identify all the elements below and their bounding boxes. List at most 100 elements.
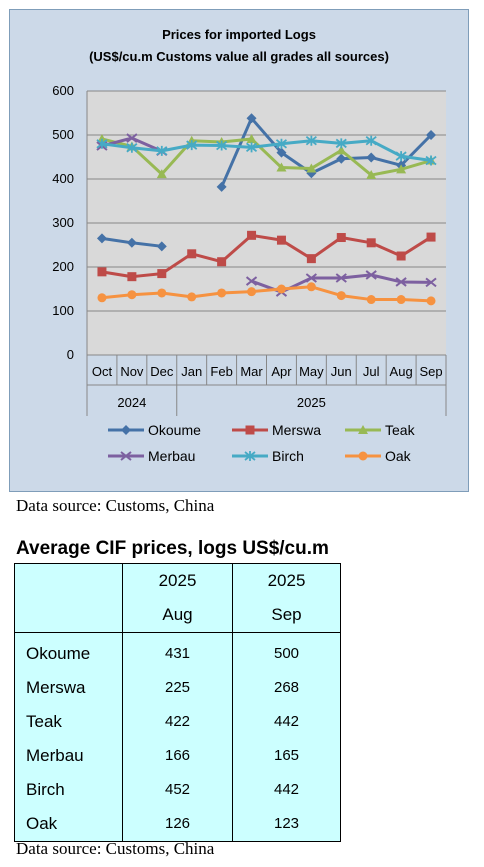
data-point-merswa [97,267,107,277]
legend-marker-birch [244,451,256,461]
data-source-note: Data source: Customs, China [16,496,215,515]
header-year: 2025 [158,571,197,590]
price-value: 442 [273,713,300,730]
species-name: Merbau [26,746,84,765]
x-tick-label: Oct [92,364,113,379]
header-cell-sep: 2025 Sep [232,563,341,633]
legend-marker-okoume [121,425,131,435]
data-point-merswa [366,238,376,248]
header-cell-aug: 2025 Aug [122,563,233,633]
legend-label-merswa: Merswa [272,422,321,438]
y-tick-label: 500 [52,127,74,142]
price-value: 165 [273,747,300,764]
legend-label-oak: Oak [385,448,412,464]
data-point-oak [187,292,197,302]
data-point-merswa [157,269,167,279]
chart-frame: Prices for imported Logs (US$/cu.m Custom… [9,9,469,492]
data-point-birch [186,140,198,151]
legend-label-okoume: Okoume [148,422,201,438]
data-point-oak [157,288,167,298]
data-point-birch [425,155,437,166]
legend-marker-oak [358,451,368,461]
data-point-merswa [217,257,227,267]
x-tick-label: May [299,364,324,379]
data-point-merswa [187,249,197,259]
legend-marker-merswa [245,425,255,435]
x-tick-label: Feb [210,364,232,379]
cif-price-table: 2025 Aug 2025 Sep Okoume Merswa Teak Mer… [14,563,341,842]
header-year: 2025 [267,571,306,590]
series-okoume [96,113,437,252]
data-point-merswa [336,233,346,243]
data-point-merbau [425,277,437,288]
data-point-birch [365,135,377,146]
data-point-birch [156,145,168,156]
data-point-birch [245,142,258,153]
data-point-merbau [365,270,377,280]
data-point-okoume [96,233,107,244]
y-tick-label: 600 [52,83,74,98]
data-point-teak [306,163,317,173]
data-point-oak [396,295,406,305]
y-tick-label: 300 [52,215,74,230]
species-name: Birch [26,780,65,799]
data-point-merswa [306,254,316,264]
data-point-oak [247,287,257,297]
price-value: 500 [273,645,300,662]
series-line-okoume [220,116,433,188]
data-point-oak [366,295,376,305]
species-name: Teak [26,712,62,731]
chart-title: Prices for imported Logs [162,27,316,42]
data-point-oak [97,293,107,303]
x-tick-label: Apr [271,364,292,379]
data-point-birch [335,138,347,149]
y-tick-label: 0 [67,347,74,362]
data-point-merbau [395,277,407,287]
data-point-teak [396,164,407,174]
data-point-oak [306,282,316,292]
data-point-oak [127,290,137,300]
y-tick-label: 400 [52,171,74,186]
price-value: 225 [164,679,191,696]
data-point-birch [305,135,317,146]
chart-subtitle: (US$/cu.m Customs value all grades all s… [89,49,389,64]
data-point-merbau [245,276,258,286]
x-tick-label: Jan [181,364,202,379]
data-point-merbau [305,273,317,283]
price-value: 442 [273,781,300,798]
x-tick-label: Jul [363,364,380,379]
price-value: 268 [273,679,300,696]
y-tick-label: 200 [52,259,74,274]
aug-values-cell: 431 225 422 166 452 126 [122,632,233,842]
data-point-oak [336,291,346,301]
year-group-label: 2025 [297,395,326,410]
data-point-okoume [276,147,287,158]
data-point-birch [216,140,228,151]
legend-marker-merbau [120,451,132,461]
price-value: 126 [164,815,191,832]
data-point-okoume [216,181,227,192]
series-line-merswa [101,233,432,279]
y-tick-label: 100 [52,303,74,318]
series-line-teak [101,137,432,177]
data-point-oak [426,296,436,306]
data-point-teak [156,169,167,179]
series-birch [96,135,437,166]
data-point-merbau [126,133,138,143]
data-source-note: Data source: Customs, China [16,839,215,858]
header-empty-cell [14,563,123,633]
data-point-birch [96,138,108,149]
x-tick-label: Aug [390,364,413,379]
data-point-merbau [335,273,347,283]
legend-label-teak: Teak [385,422,416,438]
header-month: Sep [271,605,302,624]
price-value: 166 [164,747,191,764]
species-name-cell: Okoume Merswa Teak Merbau Birch Oak [14,632,123,842]
series-oak [97,282,436,306]
data-point-oak [276,284,286,294]
data-point-okoume [336,153,347,164]
data-point-birch [275,138,288,149]
data-point-birch [395,151,407,162]
series-line-oak [101,285,432,303]
header-month: Aug [162,605,193,624]
